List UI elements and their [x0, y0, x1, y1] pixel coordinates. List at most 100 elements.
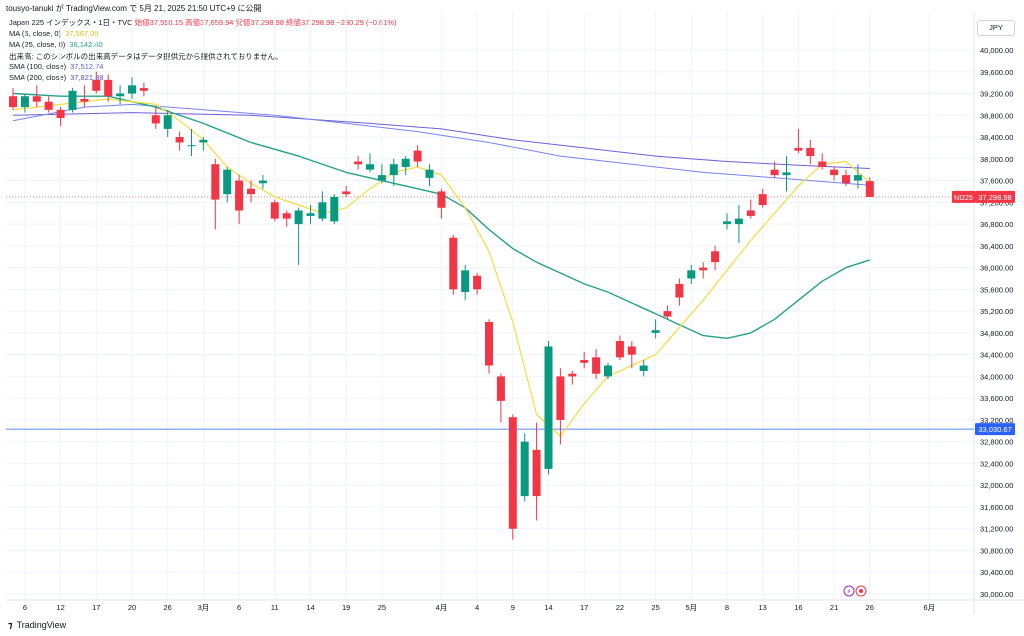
candle-body	[437, 191, 446, 208]
x-tick-label: 25	[378, 603, 386, 612]
ma25-line	[12, 92, 871, 339]
candle-body	[580, 360, 589, 363]
y-tick-label: 32,000.00	[980, 481, 1013, 490]
candle-body	[199, 139, 208, 143]
legend-ma25[interactable]: MA (25, close, 0) 36,142.40	[9, 40, 103, 49]
candle-body	[675, 283, 684, 298]
x-tick-label: 19	[342, 603, 350, 612]
sma100-line	[12, 103, 870, 186]
candle-body	[532, 449, 541, 497]
candle-body	[389, 164, 398, 176]
candle-body	[663, 311, 672, 317]
candle-body	[746, 210, 755, 216]
candle-body	[508, 417, 517, 529]
candle-body	[639, 365, 648, 371]
last-price-value: 37,298.98	[978, 193, 1011, 202]
candle-body	[544, 346, 553, 469]
candle-body	[342, 191, 351, 195]
y-tick-label: 33,200.00	[980, 416, 1013, 425]
y-tick-label: 39,600.00	[980, 68, 1013, 77]
y-tick-label: 32,800.00	[980, 438, 1013, 447]
y-tick-label: 38,800.00	[980, 111, 1013, 120]
candle-body	[794, 147, 803, 151]
candle-body	[699, 267, 708, 271]
candle-body	[32, 96, 41, 102]
x-tick-label: 4	[475, 603, 479, 612]
legend-sma100[interactable]: SMA (100, close) 37,512.74	[9, 62, 104, 71]
candle-body	[615, 341, 624, 358]
candle-body	[330, 196, 339, 222]
legend-ma5[interactable]: MA (5, close, 0) 37,567.09	[9, 29, 99, 38]
candle-body	[651, 330, 660, 333]
candle-body	[830, 169, 839, 176]
candle-body	[80, 98, 89, 102]
legend-volume: 出来高: このシンボルの出来高データはデータ提供元から提供されておりません。	[9, 52, 283, 61]
candle-body	[818, 161, 827, 167]
x-tick-label: 6	[23, 603, 27, 612]
candle-body	[44, 101, 53, 110]
candle-body	[318, 202, 327, 219]
candle-body	[723, 221, 731, 225]
x-tick-label: 13	[759, 603, 767, 612]
candle-body	[68, 90, 77, 110]
candle-body	[175, 137, 184, 143]
y-tick-label: 39,200.00	[980, 90, 1013, 99]
y-tick-label: 34,800.00	[980, 329, 1013, 338]
last-price-tag	[975, 190, 1015, 203]
candle-body	[687, 270, 696, 279]
x-tick-label: 14	[544, 603, 552, 612]
y-tick-label: 32,400.00	[980, 459, 1013, 468]
currency-button[interactable]: JPY	[977, 20, 1015, 36]
hline-price-value: 33,030.67	[978, 425, 1011, 434]
y-tick-label: 31,200.00	[980, 525, 1013, 534]
candle-body	[401, 158, 410, 167]
x-tick-label: 22	[616, 603, 624, 612]
x-tick-label: 6	[237, 603, 241, 612]
ohlc-values: 始値37,590.15 高値37,659.94 安値37,298.98 終値37…	[134, 18, 397, 27]
candle-body	[282, 213, 291, 219]
candle-body	[461, 270, 470, 293]
candle-body	[139, 88, 148, 91]
x-tick-label: 5月	[685, 603, 697, 612]
symbol-label: Japan 225 インデックス・1日・TVC	[9, 18, 133, 27]
x-tick-label: 21	[830, 603, 838, 612]
candle-body	[354, 161, 363, 165]
candle-body	[128, 85, 136, 94]
legend-sma200[interactable]: SMA (200, close) 37,821.38	[9, 73, 104, 82]
y-tick-label: 36,000.00	[980, 264, 1013, 273]
y-tick-label: 30,800.00	[980, 546, 1013, 555]
x-tick-label: 17	[92, 603, 100, 612]
candle-body	[235, 180, 244, 211]
candle-body	[568, 373, 577, 377]
sma200-line	[12, 112, 870, 169]
y-tick-label: 36,800.00	[980, 220, 1013, 229]
y-tick-label: 37,600.00	[980, 177, 1013, 186]
brand-logo: ⁊ TradingView	[8, 620, 67, 630]
symbol-tag	[952, 190, 975, 203]
lightning-icon-glyph: ⚡	[847, 588, 852, 596]
candle-body	[520, 441, 529, 497]
candle-body	[366, 164, 374, 170]
candle-body	[377, 175, 386, 181]
candle-body	[294, 210, 303, 225]
candle-body	[187, 145, 196, 147]
candle-body	[247, 188, 255, 195]
publish-info: tousyo-tanuki が TradingView.com で 5月 21,…	[6, 4, 262, 13]
x-tick-label: 17	[580, 603, 588, 612]
candle-body	[770, 169, 779, 176]
y-tick-label: 38,000.00	[980, 155, 1013, 164]
candle-body	[592, 357, 601, 374]
candle-body	[413, 150, 422, 162]
record-icon-dot	[859, 589, 863, 593]
candle-body	[270, 202, 279, 219]
y-tick-label: 33,600.00	[980, 394, 1013, 403]
candle-body	[116, 93, 125, 97]
y-tick-label: 31,600.00	[980, 503, 1013, 512]
x-tick-label: 25	[651, 603, 659, 612]
x-tick-label: 12	[56, 603, 64, 612]
x-tick-label: 16	[794, 603, 802, 612]
hline-price-tag	[975, 423, 1015, 436]
candle-body	[473, 275, 482, 290]
